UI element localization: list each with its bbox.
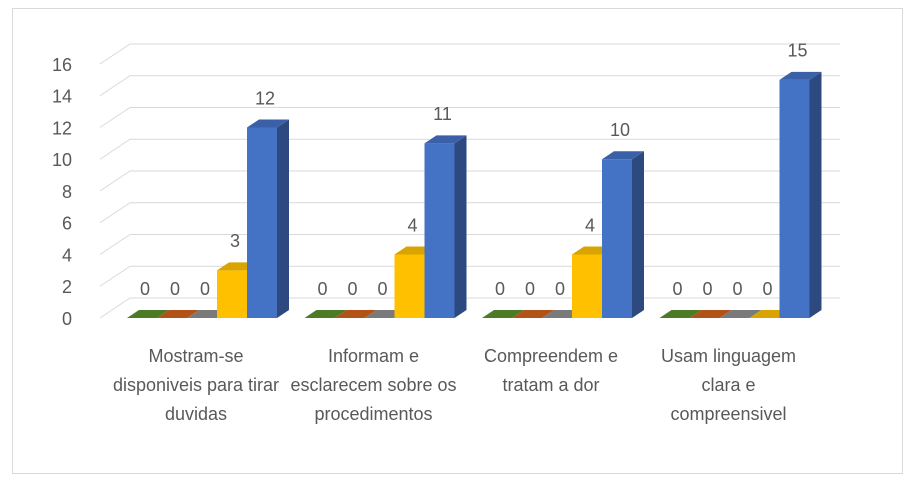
- bar: [719, 310, 762, 319]
- bar-face: [779, 71, 822, 80]
- bar: [424, 135, 467, 318]
- bar-face: [572, 254, 602, 318]
- data-label: 0: [732, 279, 742, 299]
- bar: [127, 310, 169, 319]
- x-tick-label: Compreendem e tratam a dor: [483, 346, 619, 395]
- data-label: 0: [495, 279, 505, 299]
- grid-line: [99, 107, 840, 128]
- bar-face: [719, 310, 762, 318]
- data-label: 4: [407, 215, 417, 235]
- bar-face: [334, 310, 377, 318]
- y-tick-label: 6: [62, 214, 72, 234]
- grid-line: [99, 43, 840, 65]
- data-label: 0: [555, 279, 565, 299]
- bar-face: [602, 159, 632, 318]
- bar-face: [217, 270, 247, 318]
- bar-face: [247, 119, 289, 128]
- bar: [247, 119, 289, 318]
- data-label: 0: [140, 279, 150, 299]
- y-tick-label: 14: [52, 87, 72, 107]
- data-label: 0: [347, 279, 357, 299]
- bar-face: [809, 71, 822, 318]
- data-label: 15: [787, 41, 807, 61]
- data-label: 0: [317, 279, 327, 299]
- bar: [157, 310, 199, 319]
- data-label: 3: [230, 231, 240, 251]
- bar-face: [482, 310, 524, 318]
- x-tick-label: Mostram-se disponiveis para tirar duvida…: [112, 346, 280, 424]
- grid-line: [99, 265, 840, 287]
- bar-face: [512, 310, 554, 318]
- bar: [334, 310, 377, 319]
- x-tick-label: Informam e esclarecem sobre os procedime…: [290, 346, 457, 424]
- bar-face: [632, 151, 644, 318]
- chart-frame: [12, 8, 903, 474]
- bar-face: [689, 310, 732, 318]
- y-tick-label: 0: [62, 309, 72, 329]
- y-tick-label: 4: [62, 245, 72, 265]
- data-label: 0: [170, 279, 180, 299]
- bar-face: [454, 135, 467, 318]
- bar: [304, 310, 347, 319]
- data-label: 0: [762, 279, 772, 299]
- bar-face: [157, 310, 199, 318]
- data-label: 0: [377, 279, 387, 299]
- y-tick-label: 8: [62, 182, 72, 202]
- x-tick-label: Usam linguagem clara e compreensivel: [660, 346, 797, 424]
- bar-face: [424, 135, 467, 144]
- y-tick-label: 12: [52, 118, 72, 138]
- bar-face: [247, 127, 277, 318]
- y-tick-label: 2: [62, 277, 72, 297]
- data-label: 4: [585, 215, 595, 235]
- grid-line: [99, 234, 840, 255]
- bar-face: [424, 143, 455, 318]
- data-label: 0: [702, 279, 712, 299]
- y-tick-label: 16: [52, 55, 72, 75]
- bar-face: [602, 151, 644, 160]
- y-tick-label: 10: [52, 150, 72, 170]
- bar-face: [127, 310, 169, 318]
- grid-line: [99, 202, 840, 224]
- bar: [482, 310, 524, 319]
- bar: [659, 310, 702, 319]
- data-label: 11: [433, 104, 452, 124]
- grid-line: [99, 138, 840, 160]
- bar: [779, 71, 822, 318]
- bar-face: [659, 310, 702, 318]
- data-label: 0: [200, 279, 210, 299]
- bar: [602, 151, 644, 318]
- data-label: 12: [255, 88, 275, 108]
- data-label: 0: [525, 279, 535, 299]
- bar-face: [394, 254, 425, 318]
- data-label: 0: [672, 279, 682, 299]
- bar-face: [304, 310, 347, 318]
- bar-face: [277, 119, 289, 318]
- bar-face: [779, 79, 810, 318]
- grid-line: [99, 170, 840, 192]
- bar: [512, 310, 554, 319]
- data-label: 10: [610, 120, 630, 140]
- grid-line: [99, 75, 840, 97]
- bar: [689, 310, 732, 319]
